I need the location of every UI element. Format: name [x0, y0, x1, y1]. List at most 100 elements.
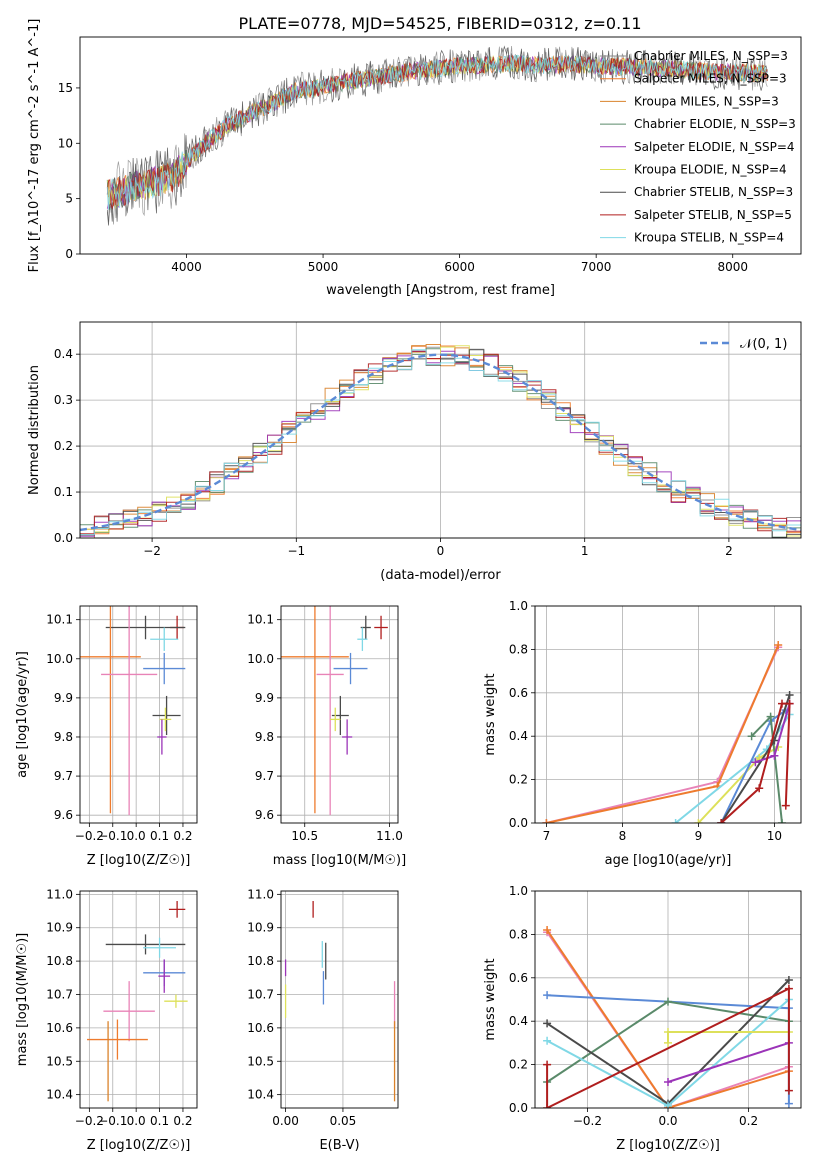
y-tick-label: 5 [65, 192, 73, 206]
y-tick-label: 9.8 [54, 730, 73, 744]
y-tick-label: 10.7 [46, 987, 73, 1001]
y-tick-label: 0.6 [509, 971, 528, 985]
x-tick-label: 0.1 [150, 1114, 169, 1128]
histogram-8 [80, 349, 801, 536]
errorbar-point-7 [330, 707, 341, 732]
legend-label: Chabrier MILES, N_SSP=3 [634, 49, 788, 63]
y-tick-label: 0.4 [509, 1014, 528, 1028]
x-axis-label: Z [log10(Z/Z☉)] [87, 853, 191, 868]
plot-area [281, 606, 388, 816]
x-tick-label: 10 [767, 829, 782, 843]
series-marker [664, 1077, 672, 1086]
x-tick-label: −0.2 [573, 1114, 602, 1128]
x-tick-label: 0.05 [330, 1114, 357, 1128]
x-tick-label: 0.00 [272, 1114, 299, 1128]
legend: Chabrier MILES, N_SSP=3 Salpeter MILES, N… [600, 49, 796, 245]
x-tick-label: 1 [581, 544, 589, 558]
y-tick-label: 10.0 [247, 652, 274, 666]
legend-label: Kroupa MILES, N_SSP=3 [634, 94, 779, 108]
x-tick-label: 7000 [581, 260, 612, 274]
series-marker [717, 819, 726, 823]
series-marker [774, 641, 783, 650]
series-marker [785, 690, 794, 699]
series-marker [755, 784, 764, 793]
y-tick-label: 0.3 [54, 393, 73, 407]
y-axis-label: age [log10(age/yr)] [15, 651, 30, 778]
errorbar-point-4 [143, 652, 186, 685]
y-tick-label: 10.0 [46, 652, 73, 666]
errorbar-point-5 [101, 606, 158, 816]
y-tick-label: 10.6 [46, 1021, 73, 1035]
series-marker [784, 1099, 793, 1108]
legend-label: Chabrier STELIB, N_SSP=3 [634, 185, 793, 199]
y-tick-label: 11.0 [247, 887, 274, 901]
y-tick-label: 10.8 [247, 954, 274, 968]
y-tick-label: 9.9 [255, 691, 274, 705]
y-tick-label: 10.9 [46, 921, 73, 935]
y-tick-label: 0.4 [509, 729, 528, 743]
y-tick-label: 10.6 [247, 1021, 274, 1035]
y-tick-label: 9.7 [255, 769, 274, 783]
plot-area [87, 901, 188, 1102]
series-line [667, 1041, 790, 1083]
y-axis-label: Normed distribution [27, 365, 42, 495]
series-marker [543, 991, 552, 1000]
y-tick-label: 11.0 [46, 887, 73, 901]
panel-mass-vs-Z: −0.2−0.1 0.0 0.1 0.2 10.4 10.5 10.6 10.7 10.8 10.… [15, 887, 198, 1153]
errorbar-point-1 [105, 934, 186, 955]
panel-mass-vs-EBV: 0.00 0.05 10.4 10.5 10.6 10.7 10.8 10.9 11.0 E(B-… [247, 887, 399, 1153]
series-marker [784, 984, 793, 993]
series-8 [543, 984, 793, 1108]
series-marker [784, 1086, 793, 1095]
errorbar-point-0 [168, 901, 186, 918]
y-tick-label: 9.9 [54, 691, 73, 705]
series-marker [542, 819, 551, 823]
y-tick-label: 0.0 [509, 1101, 528, 1115]
plot-area [106, 45, 768, 226]
panel-age-vs-Z: −0.2−0.1 0.0 0.1 0.2 9.6 9.7 9.8 9.9 10.0 10.1 Z [… [15, 605, 198, 868]
series-marker [781, 801, 790, 810]
series-marker [664, 1038, 672, 1047]
y-tick-label: 10.1 [247, 613, 274, 627]
series-marker [664, 1101, 672, 1108]
y-tick-label: 10.7 [247, 987, 274, 1001]
legend-label: Salpeter ELODIE, N_SSP=4 [634, 140, 795, 154]
series-marker [766, 712, 775, 721]
y-tick-label: 9.6 [255, 808, 274, 822]
y-tick-label: 9.7 [54, 769, 73, 783]
y-tick-label: 0.2 [509, 773, 528, 787]
y-tick-label: 0.0 [54, 531, 73, 545]
panel-residuals: −2 −1 0 1 2 0.0 0.1 0.2 0.3 0.4 (data-model)/error… [27, 321, 802, 583]
series-marker [543, 1104, 552, 1108]
series-marker [543, 1019, 552, 1028]
plot-area [80, 344, 801, 538]
x-tick-label: −0.1 [98, 1114, 127, 1128]
y-tick-label: 0.8 [509, 927, 528, 941]
legend: 𝒩(0, 1) [700, 337, 787, 352]
series-marker [543, 1036, 552, 1045]
y-axis-label: mass weight [483, 673, 498, 755]
x-tick-label: 8000 [717, 260, 748, 274]
x-axis-label: wavelength [Angstrom, rest frame] [326, 283, 555, 298]
y-axis-label: mass [log10(M/M☉)] [15, 933, 30, 1066]
series-marker [664, 1028, 672, 1037]
x-tick-label: 10.5 [291, 829, 318, 843]
figure-title: PLATE=0778, MJD=54525, FIBERID=0312, z=0… [238, 14, 641, 33]
y-tick-label: 10.5 [247, 1054, 274, 1068]
series-line [546, 986, 790, 1108]
series-marker [778, 699, 786, 708]
x-tick-label: 5000 [308, 260, 339, 274]
plot-area [543, 926, 793, 1108]
y-tick-label: 0.8 [509, 642, 528, 656]
y-tick-label: 1.0 [509, 884, 528, 898]
axes-frame [280, 605, 399, 824]
errorbar-point-4 [333, 652, 368, 685]
axes-frame [79, 890, 198, 1109]
x-tick-label: −0.1 [98, 829, 127, 843]
errorbar-point-5 [164, 994, 188, 1008]
series-marker [671, 819, 680, 823]
axes-frame [280, 890, 399, 1109]
x-tick-label: 0.2 [173, 829, 192, 843]
x-axis-label: (data-model)/error [380, 568, 501, 583]
x-tick-label: 2 [725, 544, 733, 558]
